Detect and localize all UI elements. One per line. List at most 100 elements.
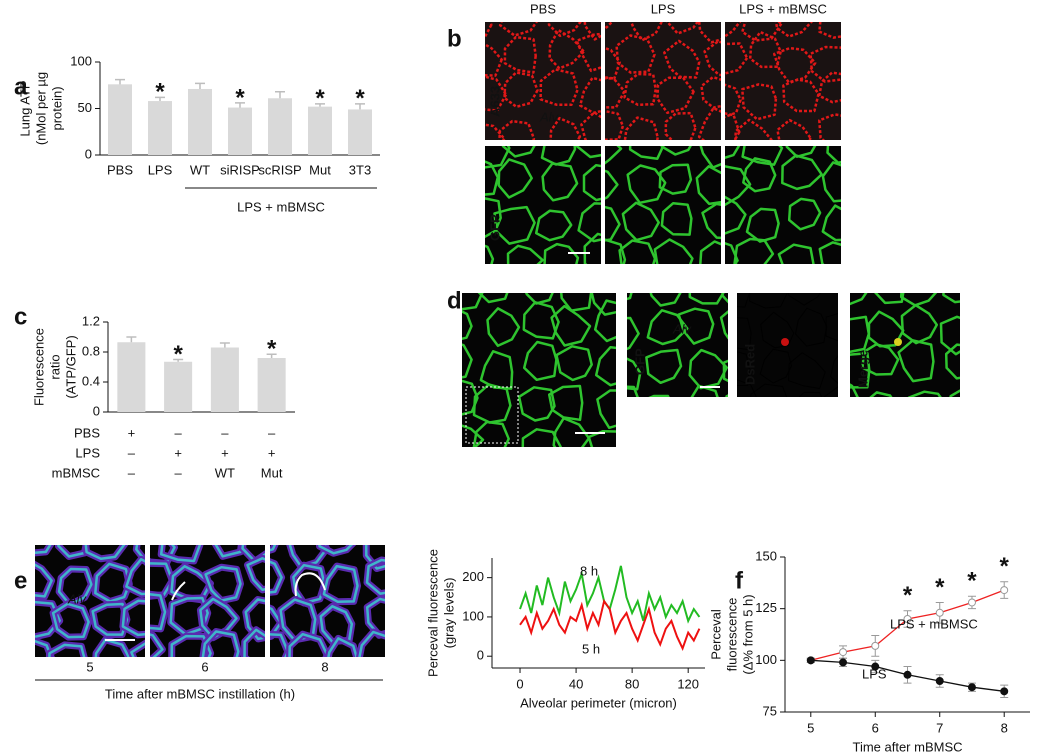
y-axis-label: Lung ATP [17,80,32,136]
micrograph [850,293,960,397]
cell-wall [809,45,841,83]
cell-wall [737,293,751,308]
point [1000,687,1009,696]
cell-wall [318,545,354,555]
cell-wall [850,315,871,354]
cell-wall [688,348,728,390]
time-label: 5 [86,659,93,674]
cell-wall [547,384,584,422]
cell-wall [741,83,778,121]
significance: * [267,336,277,363]
point [903,615,912,623]
cell-wall [781,154,823,191]
cell-wall [292,563,326,605]
bar [268,98,292,155]
cell-wall [485,197,502,239]
arrow [294,572,326,597]
error-bar [173,358,184,362]
cell-wall [543,242,580,264]
cell-wall [94,562,131,603]
condition-value: – [175,425,183,440]
bar [108,84,132,155]
x-axis-label: Time after mBMSC [852,739,962,754]
series-label: 5 h [582,641,600,656]
cell-wall [621,201,660,242]
cell-wall [125,558,145,596]
x-tick-label: 40 [569,676,583,691]
cell-wall [596,389,616,430]
cell-wall [794,307,828,347]
bar [210,347,239,412]
cell-wall [479,350,514,390]
cells [485,146,601,264]
cell-wall [737,317,752,351]
cell-wall [35,545,52,555]
cell-wall [170,634,212,657]
cell-wall [577,202,601,243]
point [871,641,880,650]
y-axis-label: (ATP/GFP) [63,335,78,398]
series-label: LPS [862,666,887,681]
cells [605,22,721,140]
cell-wall [503,35,537,74]
cell-wall [725,165,752,207]
micrograph [485,22,601,140]
cells [35,545,145,657]
condition-name: LPS [75,445,100,460]
cell-wall [497,158,533,199]
panel-letter: b [447,25,462,52]
significance: * [155,79,165,106]
condition-value: WT [215,465,235,480]
cell-wall [867,310,905,348]
merge-cell [894,338,902,346]
cell-wall [560,293,593,312]
cell-wall [288,632,329,657]
cell-wall [583,232,601,264]
condition-value: – [221,425,229,440]
cell-wall [327,637,358,657]
image-label: DsRed [742,344,757,385]
cell-wall [772,46,817,84]
cell-wall [627,316,640,351]
cell-wall [788,352,826,390]
micrograph [462,293,616,447]
cell-wall [365,558,385,595]
cell-wall [150,633,164,657]
bar [164,361,193,412]
cell-wall [664,111,697,140]
cell-wall [734,118,773,140]
cell-wall [84,545,126,561]
point [967,683,976,692]
cell-wall [48,643,86,657]
condition-value: Mut [261,465,283,480]
micrograph [725,22,841,140]
cell-wall [517,386,556,422]
cell-wall [939,315,960,356]
cell-wall [522,340,558,382]
micrograph [605,22,721,140]
image-bg [605,22,721,140]
cell-wall [462,379,479,416]
cell-wall [57,545,88,558]
cell-wall [700,75,721,109]
cell-wall [539,68,579,106]
cell-wall [605,76,626,109]
cell-wall [776,118,812,140]
cell-wall [35,600,61,639]
condition-name: mBMSC [52,465,100,480]
arrow [171,581,186,601]
cell-wall [522,301,560,340]
series-line [519,598,701,652]
x-tick-label: 3T3 [349,162,371,177]
cell-wall [725,242,739,264]
cell-wall [645,348,683,385]
cell-wall [627,293,633,301]
cell-wall [501,146,536,158]
cell-wall [817,71,841,104]
column-label: LPS [651,1,676,16]
point [903,670,912,679]
image-label: GFP [632,348,647,375]
cell-wall [725,112,741,140]
image-label: Merge [855,350,870,388]
